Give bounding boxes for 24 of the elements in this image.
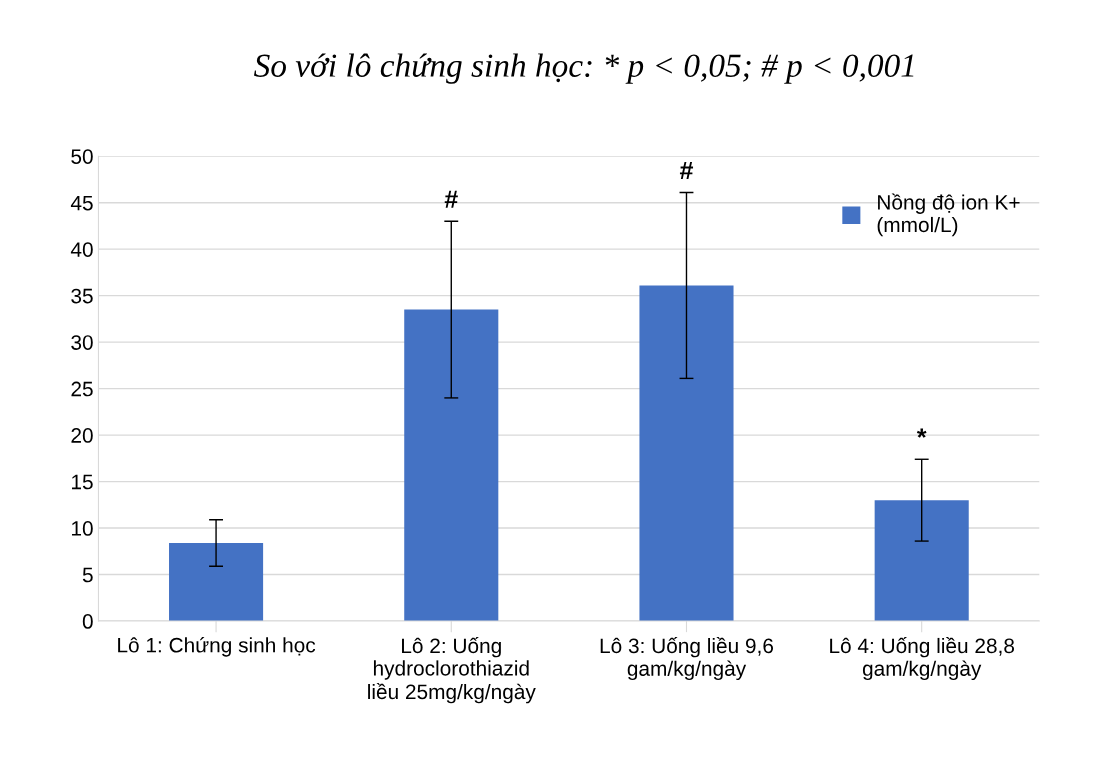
annotation: # — [679, 161, 694, 179]
x-tick-label: Lô 1: Chứng sinh học — [118, 637, 316, 657]
y-tick-label: 15 — [72, 474, 93, 490]
annotation: # — [444, 190, 458, 208]
x-tick-label: Lô 4: Uống liều 28,8 gam/kg/ngày — [830, 637, 1015, 681]
y-tick-label: 30 — [71, 335, 93, 350]
annotation: * — [916, 428, 927, 438]
y-tick-label: 50 — [71, 149, 93, 164]
y-tick-label: 5 — [82, 567, 93, 583]
x-tick-label: Lô 3: Uống liều 9,6 gam/kg/ngày — [600, 637, 774, 681]
y-tick-label: 0 — [82, 614, 93, 629]
chart-title: So với lô chứng sinh học: * p < 0,05; # p < 0,001 — [254, 53, 914, 84]
legend-label: Nồng độ ion K+ (mmol/L) — [877, 193, 1020, 237]
x-tick-label: Lô 2: Uống hydroclorothiazid liều 25mg/kg/ngày — [368, 637, 536, 704]
y-tick-label: 40 — [70, 242, 93, 257]
bar — [639, 285, 734, 622]
y-tick-label: 20 — [71, 428, 93, 443]
y-tick-label: 35 — [71, 288, 93, 304]
bar — [874, 500, 969, 622]
y-tick-label: 45 — [70, 195, 93, 211]
y-tick-label: 25 — [71, 381, 93, 397]
bar — [404, 309, 499, 622]
bar — [169, 542, 264, 622]
y-tick-label: 10 — [72, 521, 93, 536]
